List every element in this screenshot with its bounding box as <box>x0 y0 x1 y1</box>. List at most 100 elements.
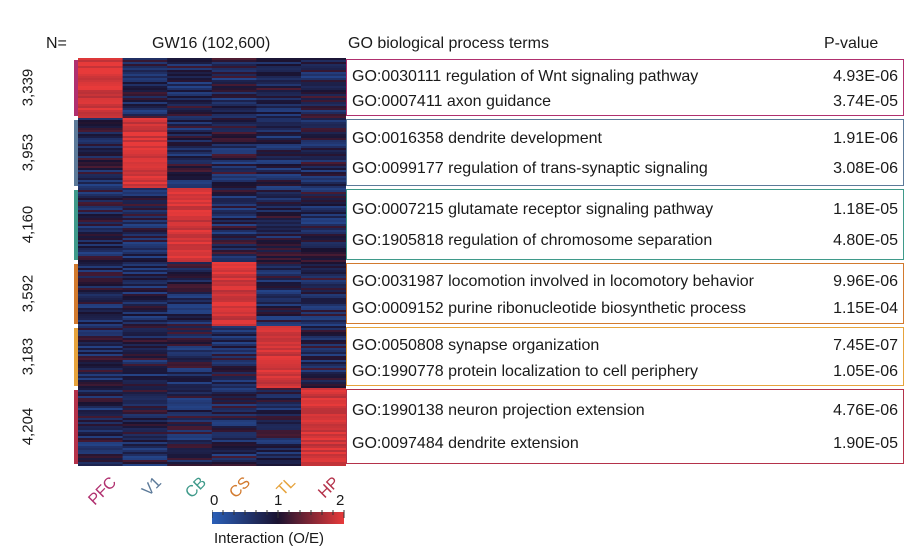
heatmap-cell <box>256 444 302 447</box>
heatmap-cell <box>167 404 213 407</box>
heatmap-cell <box>167 394 213 397</box>
heatmap-cell <box>122 132 168 135</box>
heatmap-cell <box>211 206 257 209</box>
heatmap-cell <box>301 300 346 303</box>
heatmap-cell <box>122 62 168 65</box>
heatmap-cell <box>78 422 124 425</box>
heatmap-cell <box>211 408 257 411</box>
heatmap-cell <box>122 140 168 143</box>
heatmap-cell <box>167 378 213 381</box>
heatmap-cluster-cb <box>78 188 346 263</box>
heatmap-cell <box>301 60 346 63</box>
heatmap-cell <box>78 178 124 181</box>
heatmap-cell <box>256 438 302 441</box>
heatmap-cell <box>167 152 213 155</box>
heatmap-cell <box>256 416 302 419</box>
heatmap-cell <box>78 230 124 233</box>
heatmap-cell <box>211 220 257 223</box>
heatmap-cell <box>256 110 302 113</box>
heatmap-cell <box>78 436 124 439</box>
heatmap-cell <box>301 314 346 317</box>
heatmap-cell <box>301 132 346 135</box>
heatmap-cell <box>211 440 257 443</box>
heatmap-cell <box>78 328 124 331</box>
heatmap-cell <box>301 144 346 147</box>
heatmap-cell <box>211 308 257 311</box>
heatmap-cell <box>122 412 168 415</box>
heatmap-cell <box>256 242 302 245</box>
heatmap-cell <box>301 402 346 405</box>
heatmap-cell <box>211 226 257 229</box>
heatmap-cell <box>211 448 257 451</box>
heatmap-cell <box>167 202 213 205</box>
heatmap-cell <box>301 150 346 153</box>
heatmap-cell <box>122 376 168 379</box>
heatmap-cell <box>122 362 168 365</box>
heatmap-cell <box>122 446 168 449</box>
heatmap-cell <box>211 142 257 145</box>
heatmap-cell <box>211 380 257 383</box>
heatmap-cell <box>78 264 124 267</box>
heatmap-cell <box>301 374 346 377</box>
heatmap-cell <box>211 400 257 403</box>
heatmap-cell <box>211 372 257 375</box>
heatmap-cell <box>122 128 168 131</box>
heatmap-cell <box>211 286 257 289</box>
heatmap-cell <box>301 446 346 449</box>
heatmap-cell <box>301 248 346 251</box>
heatmap-cell <box>256 450 302 453</box>
heatmap-cell <box>256 316 302 319</box>
heatmap-cell <box>167 136 213 139</box>
heatmap-cell <box>167 366 213 369</box>
heatmap-cell <box>301 362 346 365</box>
heatmap-cell <box>122 456 168 459</box>
heatmap-cell <box>122 234 168 237</box>
heatmap-cell <box>167 336 213 339</box>
heatmap-cell <box>78 162 124 165</box>
heatmap-cell <box>78 378 124 381</box>
heatmap-cell <box>301 236 346 239</box>
heatmap-cell <box>211 58 257 61</box>
heatmap-cell <box>78 76 124 79</box>
heatmap-cell <box>78 260 124 263</box>
heatmap-cell <box>211 362 257 365</box>
heatmap-cell <box>167 72 213 75</box>
heatmap-cell <box>256 286 302 289</box>
heatmap-cell <box>167 352 213 355</box>
heatmap-cell <box>256 322 302 325</box>
heatmap-cell <box>211 414 257 417</box>
heatmap-cell <box>301 418 346 421</box>
heatmap-cell <box>301 80 346 83</box>
heatmap-cell <box>301 108 346 111</box>
heatmap-cell <box>301 180 346 183</box>
heatmap-cell <box>211 258 257 261</box>
heatmap-cell <box>167 376 213 379</box>
heatmap-cell <box>122 212 168 215</box>
heatmap-cell <box>167 78 213 81</box>
heatmap-cell <box>167 142 213 145</box>
heatmap-cell <box>256 404 302 407</box>
heatmap-cell <box>78 132 124 135</box>
heatmap-cell <box>167 164 213 167</box>
heatmap-cell <box>256 120 302 123</box>
heatmap-cell <box>256 356 302 359</box>
heatmap-cell <box>122 388 168 391</box>
cluster-count: 3,953 <box>19 133 37 172</box>
heatmap-cell <box>256 178 302 181</box>
heatmap-cell <box>211 462 257 465</box>
heatmap-cell <box>167 180 213 183</box>
heatmap-cell <box>122 318 168 321</box>
heatmap-cell <box>78 454 124 457</box>
heatmap-cell <box>301 124 346 127</box>
heatmap-cell <box>78 118 124 121</box>
heatmap-cell <box>211 246 257 249</box>
heatmap-cell <box>211 70 257 73</box>
heatmap-cell <box>167 82 213 85</box>
heatmap-cell <box>211 72 257 75</box>
heatmap-cell <box>301 252 346 255</box>
heatmap-cell <box>78 326 124 329</box>
heatmap-cell <box>256 102 302 105</box>
heatmap-cell <box>122 68 168 71</box>
heatmap-cell <box>256 74 302 77</box>
heatmap-cell <box>78 462 124 465</box>
